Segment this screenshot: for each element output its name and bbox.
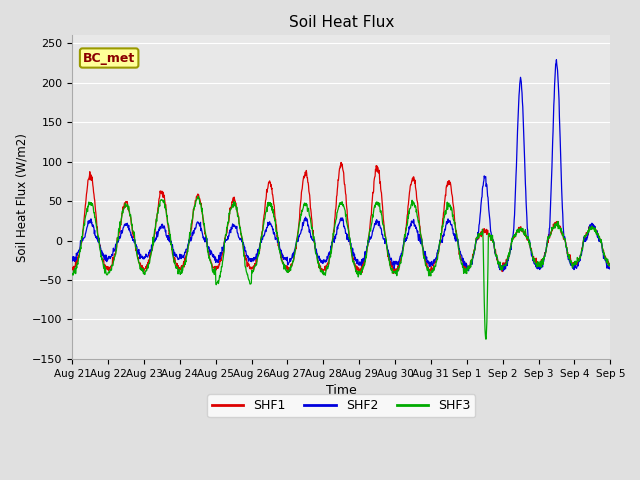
Title: Soil Heat Flux: Soil Heat Flux	[289, 15, 394, 30]
Legend: SHF1, SHF2, SHF3: SHF1, SHF2, SHF3	[207, 395, 476, 418]
Text: BC_met: BC_met	[83, 51, 135, 64]
Y-axis label: Soil Heat Flux (W/m2): Soil Heat Flux (W/m2)	[15, 132, 28, 262]
X-axis label: Time: Time	[326, 384, 356, 397]
